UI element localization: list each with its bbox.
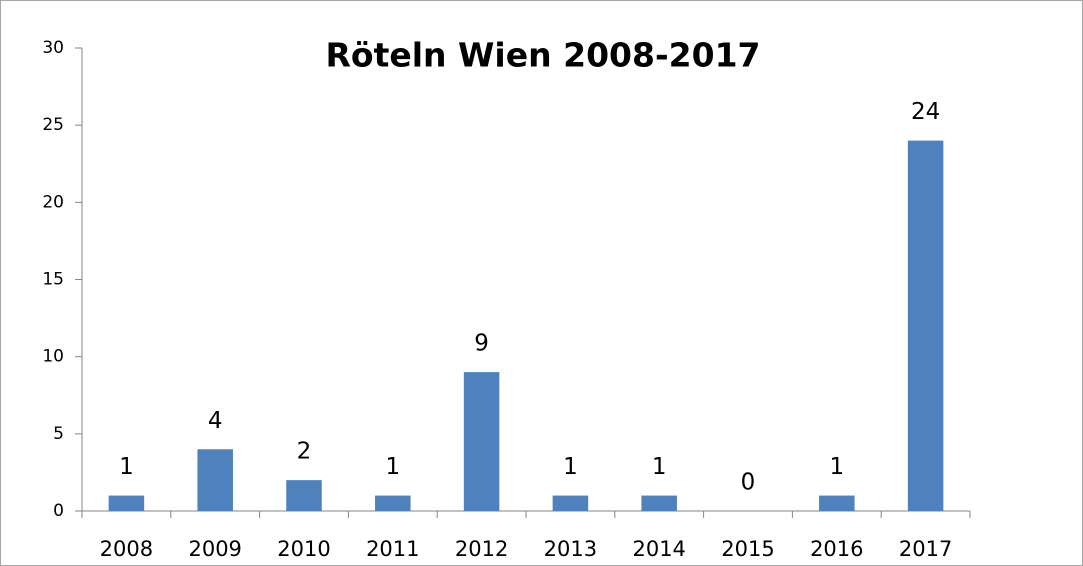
- bar: [819, 495, 855, 511]
- x-tick-label: 2013: [544, 537, 597, 561]
- y-tick-label: 5: [53, 424, 64, 444]
- chart-title: Röteln Wien 2008-2017: [326, 36, 761, 75]
- x-tick-label: 2010: [277, 537, 330, 561]
- data-label: 2: [297, 439, 312, 465]
- bar: [108, 495, 145, 511]
- x-tick-label: 2011: [366, 537, 419, 561]
- x-tick-label: 2015: [721, 537, 774, 561]
- x-tick-label: 2016: [810, 537, 863, 561]
- y-tick-label: 15: [42, 270, 64, 290]
- x-tick-label: 2017: [899, 537, 952, 561]
- bar: [641, 495, 677, 511]
- bar: [375, 495, 411, 511]
- x-tick-label: 2008: [100, 537, 153, 561]
- data-label: 1: [119, 454, 134, 480]
- bar: [197, 449, 233, 511]
- data-label: 0: [741, 470, 756, 496]
- y-tick-label: 20: [42, 192, 64, 212]
- y-tick-label: 0: [53, 501, 64, 521]
- data-label: 24: [911, 99, 940, 125]
- data-label: 1: [385, 454, 400, 480]
- y-tick-label: 25: [42, 115, 64, 135]
- bar: [286, 480, 322, 511]
- data-label: 1: [563, 454, 578, 480]
- data-label: 1: [829, 454, 844, 480]
- x-tick-label: 2012: [455, 537, 508, 561]
- y-tick-label: 10: [42, 347, 64, 367]
- bar: [552, 495, 589, 511]
- data-label: 4: [208, 408, 223, 434]
- y-tick-label: 30: [42, 38, 64, 58]
- x-tick-label: 2014: [632, 537, 685, 561]
- data-label: 9: [474, 331, 489, 357]
- bar: [463, 372, 500, 511]
- bar: [907, 140, 944, 511]
- data-label: 1: [652, 454, 667, 480]
- x-tick-label: 2009: [188, 537, 241, 561]
